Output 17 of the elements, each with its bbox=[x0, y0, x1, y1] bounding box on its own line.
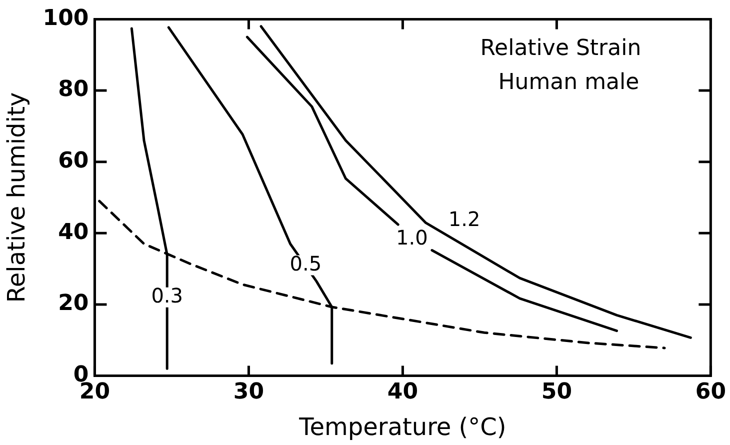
x-axis-title: Temperature (°C) bbox=[298, 412, 506, 441]
x-tick-label: 60 bbox=[695, 380, 726, 405]
annotation: 0.3 bbox=[151, 284, 184, 308]
y-tick-label: 80 bbox=[58, 77, 89, 102]
annotation: Relative Strain bbox=[480, 36, 642, 61]
x-tick-label: 40 bbox=[387, 380, 418, 405]
annotation: 1.2 bbox=[448, 206, 480, 231]
y-tick-label: 60 bbox=[58, 148, 89, 174]
annotation: 1.0 bbox=[396, 225, 428, 250]
y-tick-label: 100 bbox=[42, 6, 89, 31]
y-tick-label: 40 bbox=[58, 220, 89, 245]
y-tick-label: 20 bbox=[58, 291, 89, 316]
annotation: 0.5 bbox=[290, 251, 322, 276]
annotation: Human male bbox=[498, 70, 640, 95]
x-tick-label: 50 bbox=[541, 380, 572, 405]
y-axis-title: Relative humidity bbox=[2, 92, 31, 303]
x-tick-label: 30 bbox=[233, 380, 264, 405]
